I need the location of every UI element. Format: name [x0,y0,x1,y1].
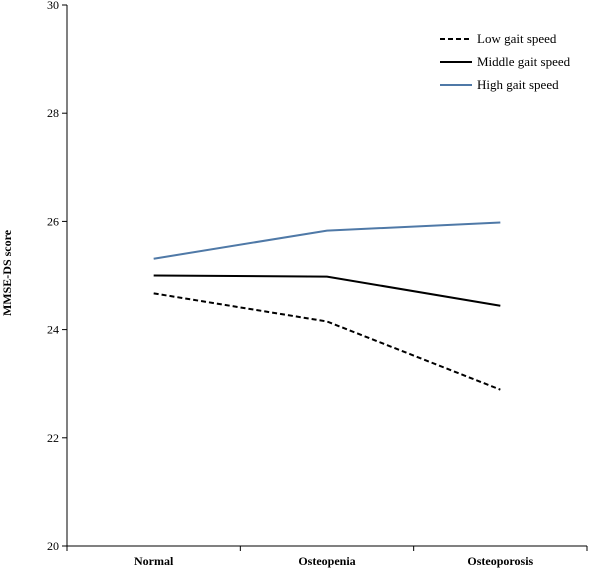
x-categories: Normal Osteopenia Osteoporosis [66,546,588,568]
series-lines [153,221,501,391]
x-category-label: Normal [134,554,174,568]
y-axis-title: MMSE-DS score [0,229,14,316]
y-tick-label: 22 [47,431,59,445]
y-tick-label: 28 [47,106,59,120]
series-line [153,221,501,260]
legend-label: Middle gait speed [477,54,571,69]
x-category-label: Osteopenia [298,554,355,568]
y-tick-label: 30 [47,0,59,12]
legend: Low gait speed Middle gait speed High gait… [440,31,571,92]
x-category-label: Osteoporosis [467,554,533,568]
y-tick-label: 20 [47,539,59,553]
y-tick-label: 24 [47,323,59,337]
series-line [153,292,501,391]
axes [66,5,587,547]
y-tick-label: 26 [47,214,59,228]
series-line [153,274,501,307]
y-ticks: 20 22 24 26 28 30 [47,0,67,553]
legend-label: High gait speed [477,77,559,92]
legend-label: Low gait speed [477,31,557,46]
